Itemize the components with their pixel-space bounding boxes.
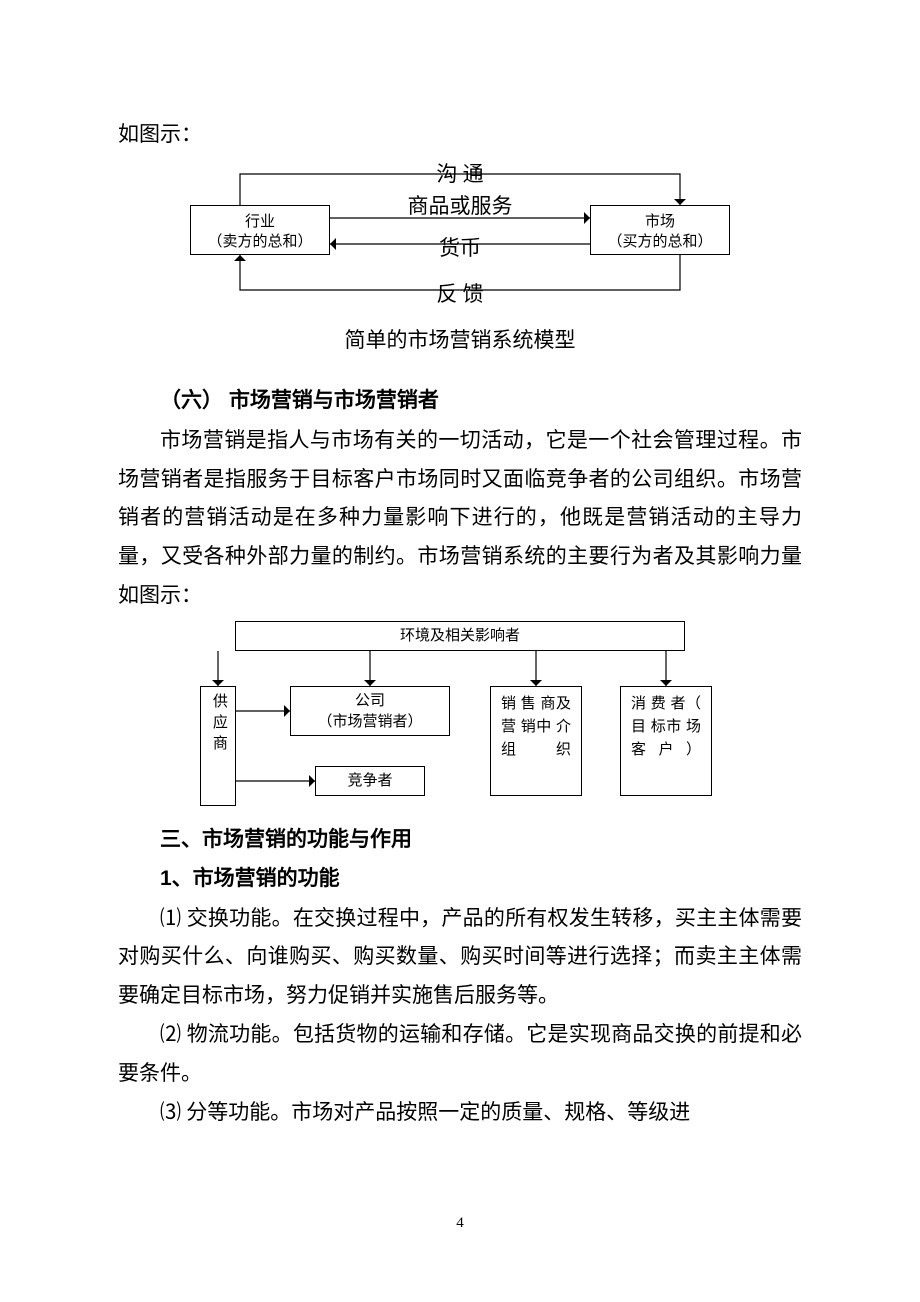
diagram-marketing-actors: 环境及相关影响者 供应商 公司 （市场营销者） 竞争者 销 售 商及 营 销中 … [200,621,720,811]
d1-label-mid2: 货币 [418,232,502,262]
d1-right-l2: （买方的总和） [591,232,729,252]
d1-label-top: 沟 通 [405,158,515,188]
d1-left-l1: 行业 [191,212,329,232]
d1-left-l2: （卖方的总和） [191,232,329,252]
page-number: 4 [0,1215,920,1232]
d2-box-company: 公司 （市场营销者） [290,686,450,736]
d1-right-l1: 市场 [591,212,729,232]
d1-left-box: 行业 （卖方的总和） [190,205,330,255]
spacer [118,354,802,382]
d1-label-bottom: 反 馈 [405,278,515,308]
diagram-marketing-system: 行业 （卖方的总和） 市场 （买方的总和） 沟 通 商品或服务 货币 反 馈 [180,160,740,320]
section6-body: 市场营销是指人与市场有关的一切活动，它是一个社会管理过程。市场营销者是指服务于目… [118,421,802,615]
document-page: 如图示： 行业 （卖方的总和） 市场 （买方的总和） 沟 通 商品或服务 货币 … [0,0,920,1132]
d2-b2-l2: （市场营销者） [291,712,449,733]
d2-box-distributor: 销 售 商及 营 销中 介 组织 [490,686,582,796]
d2-box-consumer: 消 费 者（ 目 标市 场 客户） [620,686,712,796]
diagram1-caption: 简单的市场营销系统模型 [118,324,802,354]
d2-b2-l1: 公司 [291,691,449,712]
d2-b4-text: 销 售 商及 营 销中 介 组织 [495,693,577,763]
section6-title: （六） 市场营销与市场营销者 [118,382,802,421]
section3-sub1: 1、市场营销的功能 [118,860,802,899]
section3-title: 三、市场营销的功能与作用 [118,821,802,860]
d2-box-supplier: 供应商 [200,686,236,806]
d2-top-box: 环境及相关影响者 [235,621,685,651]
d1-right-box: 市场 （买方的总和） [590,205,730,255]
paragraph-3: ⑶ 分等功能。市场对产品按照一定的质量、规格、等级进 [118,1093,802,1132]
paragraph-2: ⑵ 物流功能。包括货物的运输和存储。它是实现商品交换的前提和必要条件。 [118,1015,802,1093]
d1-label-mid1: 商品或服务 [390,190,530,220]
intro-line: 如图示： [118,115,802,154]
d2-box-competitor: 竞争者 [315,766,425,796]
d2-b5-text: 消 费 者（ 目 标市 场 客户） [625,693,707,763]
d2-b1-text: 供应商 [207,693,229,756]
paragraph-1: ⑴ 交换功能。在交换过程中，产品的所有权发生转移，买主主体需要对购买什么、向谁购… [118,899,802,1016]
